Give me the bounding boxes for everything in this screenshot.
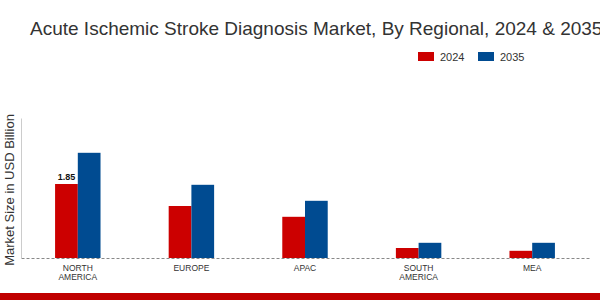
chart: Acute Ischemic Stroke Diagnosis Market, … — [0, 0, 600, 300]
data-labels: 1.85 — [58, 172, 76, 182]
bar — [509, 251, 532, 258]
x-axis-line — [22, 258, 590, 259]
data-label: 1.85 — [58, 172, 76, 182]
legend-swatch — [478, 52, 494, 61]
bar — [419, 243, 442, 258]
x-tick-label: APAC — [294, 263, 317, 273]
x-tick: EUROPE — [173, 258, 209, 273]
bar — [532, 243, 555, 258]
x-tick: APAC — [294, 258, 317, 273]
x-tick-label: EUROPE — [173, 263, 209, 273]
x-tick: MEA — [523, 258, 542, 273]
legend-swatch — [418, 52, 434, 61]
y-axis — [21, 119, 22, 259]
bar — [396, 248, 419, 258]
bar — [282, 217, 305, 258]
x-tick-label: SOUTHAMERICA — [399, 263, 438, 282]
bar — [305, 201, 328, 258]
x-tick: SOUTHAMERICA — [399, 258, 438, 282]
footer-strip — [0, 293, 600, 300]
y-axis-line — [21, 119, 22, 259]
bar — [55, 184, 78, 258]
bars — [55, 153, 555, 258]
x-axis: NORTHAMERICA EUROPE APAC SOUTHAMERICA MEA — [22, 258, 590, 282]
bar — [78, 153, 101, 258]
legend-label: 2035 — [500, 51, 524, 63]
legend: 2024 2035 — [418, 51, 524, 63]
bar — [169, 206, 192, 258]
x-tick-label: NORTHAMERICA — [58, 263, 97, 282]
x-tick: NORTHAMERICA — [58, 258, 97, 282]
title: Acute Ischemic Stroke Diagnosis Market, … — [30, 18, 600, 39]
y-axis-title: Market Size in USD Billion — [2, 114, 17, 266]
bar — [191, 185, 214, 258]
x-tick-label: MEA — [523, 263, 542, 273]
legend-label: 2024 — [440, 51, 464, 63]
